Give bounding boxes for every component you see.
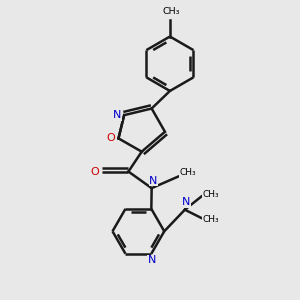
Text: N: N <box>149 176 158 186</box>
Text: O: O <box>107 134 116 143</box>
Text: N: N <box>148 255 156 265</box>
Text: CH₃: CH₃ <box>180 168 196 177</box>
Text: CH₃: CH₃ <box>202 215 219 224</box>
Text: O: O <box>90 167 99 177</box>
Text: CH₃: CH₃ <box>163 7 180 16</box>
Text: N: N <box>182 197 191 207</box>
Text: CH₃: CH₃ <box>202 190 219 199</box>
Text: N: N <box>112 110 121 120</box>
